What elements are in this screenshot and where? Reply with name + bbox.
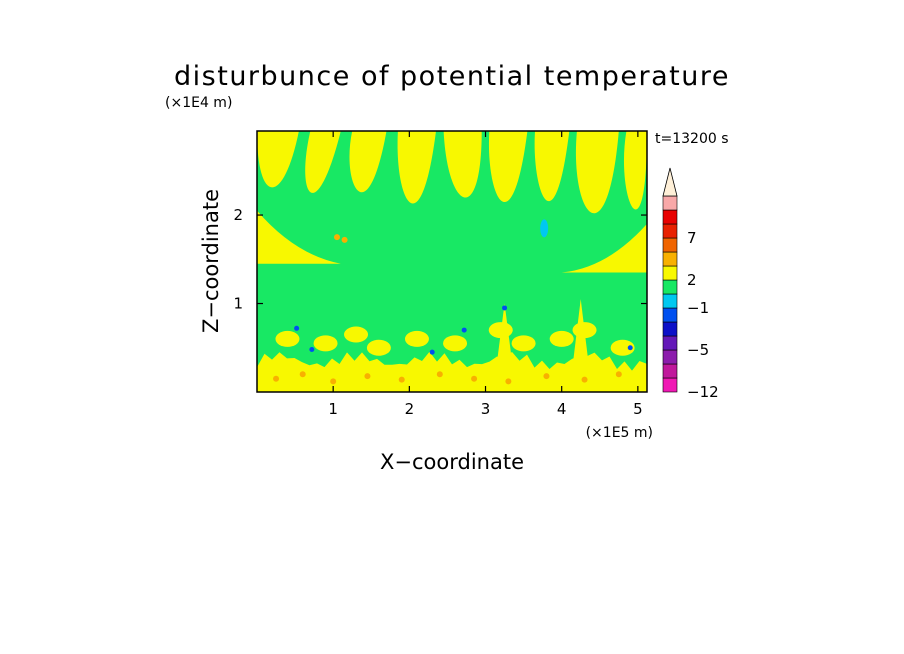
field-patch-8 <box>549 330 574 347</box>
x-tick-label-2: 3 <box>481 400 491 418</box>
field-patch-1 <box>313 335 338 352</box>
colorbar-swatch-8 <box>662 265 678 281</box>
field-patch-7 <box>511 335 536 352</box>
field-patch-4 <box>404 330 429 347</box>
field-surface-band <box>257 351 647 392</box>
x-tick-label-0: 1 <box>328 400 338 418</box>
field-cold-spot-1 <box>461 327 467 333</box>
field-band-7 <box>575 131 619 214</box>
colorbar-extend-arrow <box>662 167 678 197</box>
field-patch-5 <box>443 335 468 352</box>
time-label: t=13200 s <box>655 131 729 147</box>
colorbar-swatch-7 <box>662 279 678 295</box>
x-tick-label-4: 5 <box>633 400 643 418</box>
colorbar-swatch-4 <box>662 321 678 337</box>
field-bands <box>257 131 647 392</box>
field-warm-spot-12 <box>341 236 348 243</box>
field-patch-0 <box>275 330 300 347</box>
field-warm-spot-6 <box>471 375 478 382</box>
field-warm-spot-11 <box>333 234 340 241</box>
colorbar-swatch-3 <box>662 335 678 351</box>
field-cold-spot-3 <box>627 345 633 351</box>
field-band-left-lobe <box>257 210 341 264</box>
colorbar-swatch-6 <box>662 293 678 309</box>
colorbar: −12−5−127 <box>662 167 719 401</box>
colorbar-swatch-12 <box>662 209 678 225</box>
colorbar-label-11: 7 <box>687 229 697 247</box>
field-band-5 <box>488 131 528 203</box>
field-cold-spot-4 <box>309 347 315 353</box>
y-tick-label-1: 2 <box>233 206 243 224</box>
field-spots <box>273 219 633 385</box>
field-warm-spot-3 <box>364 373 371 380</box>
x-tick-label-1: 2 <box>405 400 415 418</box>
colorbar-swatch-0 <box>662 377 678 393</box>
field-warm-spot-5 <box>436 371 443 378</box>
field-band-0 <box>257 131 299 188</box>
field-warm-spot-9 <box>581 376 588 383</box>
field-warm-spot-2 <box>330 378 337 385</box>
field-cold-spot-upper <box>540 219 549 238</box>
field-warm-spot-1 <box>299 371 306 378</box>
x-axis-label: X−coordinate <box>380 450 524 474</box>
colorbar-label-8: 2 <box>687 271 697 289</box>
field-warm-spot-8 <box>543 373 550 380</box>
colorbar-swatch-9 <box>662 251 678 267</box>
x-unit-label: (×1E5 m) <box>586 425 653 441</box>
field-warm-spot-7 <box>505 378 512 385</box>
field-band-1 <box>305 131 341 193</box>
colorbar-swatch-1 <box>662 363 678 379</box>
field-plume-1 <box>571 299 590 375</box>
colorbar-label-3: −5 <box>687 341 709 359</box>
colorbar-swatch-13 <box>662 195 678 211</box>
field-warm-spot-0 <box>273 375 280 382</box>
field-cold-spot-2 <box>502 305 508 311</box>
x-axis-ticks: 1 2 3 4 5 <box>328 131 643 418</box>
chart-title: disturbunce of potential temperature <box>174 61 730 92</box>
y-unit-label: (×1E4 m) <box>165 95 232 111</box>
field-band-3 <box>397 131 437 204</box>
field-cold-spot-5 <box>429 349 435 355</box>
x-tick-label-3: 4 <box>557 400 567 418</box>
colorbar-swatch-5 <box>662 307 678 323</box>
plot-field <box>257 131 647 392</box>
field-patch-3 <box>366 339 391 356</box>
field-band-right-lobe <box>561 223 647 273</box>
field-warm-spot-4 <box>398 376 405 383</box>
field-band-6 <box>534 131 570 202</box>
colorbar-swatch-10 <box>662 237 678 253</box>
field-cold-spot-0 <box>294 325 300 331</box>
field-band-8 <box>623 131 647 210</box>
colorbar-swatch-11 <box>662 223 678 239</box>
field-band-4 <box>443 131 482 198</box>
field-patch-2 <box>344 326 369 343</box>
field-patch-10 <box>610 339 635 356</box>
colorbar-label-0: −12 <box>687 383 719 401</box>
colorbar-label-6: −1 <box>687 299 709 317</box>
field-plume-0 <box>495 303 514 375</box>
plot-frame <box>256 130 648 393</box>
colorbar-swatch-2 <box>662 349 678 365</box>
field-band-2 <box>349 131 387 193</box>
field-warm-spot-10 <box>615 371 622 378</box>
y-axis-label: Z−coordinate <box>199 189 223 333</box>
y-axis-ticks: 12 <box>233 206 647 313</box>
y-tick-label-0: 1 <box>233 295 243 313</box>
